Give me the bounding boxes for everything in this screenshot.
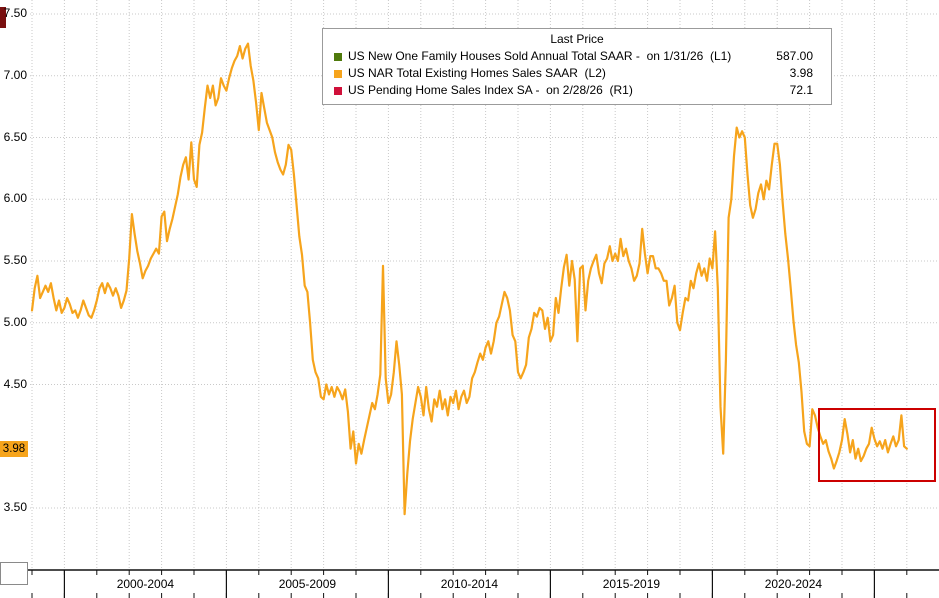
axis-corner-box bbox=[0, 562, 28, 585]
legend-label: US New One Family Houses Sold Annual Tot… bbox=[348, 49, 732, 63]
y-axis-label: 6.00 bbox=[3, 191, 27, 206]
y-axis-label: 5.50 bbox=[3, 253, 27, 267]
x-axis-label: 2010-2014 bbox=[440, 577, 499, 591]
y-axis-label: 3.50 bbox=[3, 500, 27, 514]
highlight-rectangle bbox=[818, 407, 936, 483]
green-series-swatch-icon bbox=[334, 52, 342, 61]
x-axis-label: 2015-2019 bbox=[602, 577, 661, 591]
legend-item: US NAR Total Existing Homes Sales SAAR (… bbox=[323, 65, 831, 82]
y-axis-label: 5.00 bbox=[3, 314, 27, 329]
y-axis-label: 7.00 bbox=[3, 67, 27, 82]
red-series-swatch-icon bbox=[334, 86, 342, 95]
last-price-badge: 3.98 bbox=[0, 440, 28, 457]
y-axis-label: 7.50 bbox=[3, 6, 27, 20]
x-axis-label: 2005-2009 bbox=[278, 577, 337, 591]
legend-label: US NAR Total Existing Homes Sales SAAR (… bbox=[348, 66, 606, 80]
x-axis-label: 2020-2024 bbox=[764, 577, 823, 591]
legend-value: 3.98 bbox=[789, 66, 813, 80]
legend-value: 587.00 bbox=[776, 49, 813, 63]
y-axis-label: 6.50 bbox=[3, 129, 27, 144]
y-axis-label: 4.50 bbox=[3, 376, 27, 391]
legend-item: US New One Family Houses Sold Annual Tot… bbox=[323, 48, 831, 65]
x-axis-label: 2000-2004 bbox=[116, 577, 175, 591]
legend-label: US Pending Home Sales Index SA - on 2/28… bbox=[348, 83, 633, 97]
legend-title: Last Price bbox=[550, 32, 604, 46]
legend-item: US Pending Home Sales Index SA - on 2/28… bbox=[323, 82, 831, 99]
legend: Last Price US New One Family Houses Sold… bbox=[322, 28, 832, 105]
orange-series-swatch-icon bbox=[334, 69, 342, 78]
cropped-ui-fragment bbox=[0, 7, 6, 28]
legend-value: 72.1 bbox=[789, 83, 813, 97]
